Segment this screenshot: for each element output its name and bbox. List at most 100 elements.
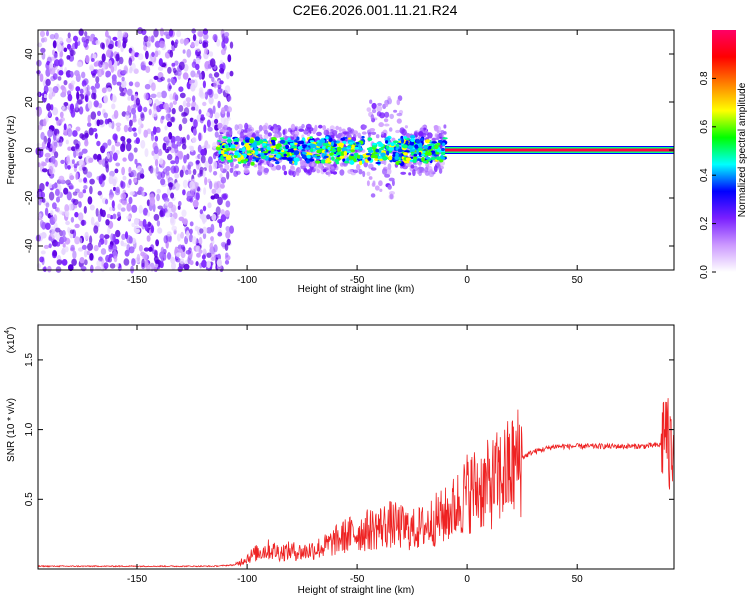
heat-cell (206, 214, 211, 220)
heat-cell (140, 64, 147, 71)
heat-cell (147, 36, 152, 42)
heat-cell (330, 129, 334, 133)
heat-cell (224, 243, 229, 251)
heat-cell (85, 55, 90, 64)
heat-cell (176, 233, 181, 242)
heat-cell (145, 66, 151, 73)
heat-cell (95, 208, 99, 217)
heat-cell (226, 71, 230, 80)
heat-cell (41, 197, 46, 203)
heat-cell (226, 155, 232, 160)
heat-cell (45, 202, 50, 208)
heat-cell (64, 210, 70, 218)
heat-cell (316, 149, 322, 154)
heat-cell (37, 124, 43, 131)
heat-cell (370, 167, 377, 171)
heat-cell (148, 99, 153, 104)
heat-cell (161, 90, 167, 99)
heat-cell (167, 78, 171, 83)
heat-cell (45, 115, 49, 123)
heat-cell (137, 27, 144, 35)
heat-cell (73, 35, 78, 42)
heat-cell (431, 137, 437, 141)
snr-series-line (37, 398, 675, 568)
heat-cell (180, 251, 186, 259)
heat-cell (349, 160, 355, 165)
heat-cell (81, 71, 86, 79)
heat-cell (281, 164, 286, 171)
heat-cell (378, 143, 384, 147)
heat-cell (302, 152, 307, 155)
heat-cell (43, 244, 50, 249)
heat-cell (107, 226, 111, 235)
heat-cell (45, 68, 51, 77)
heat-cell (294, 157, 300, 162)
heat-cell (48, 243, 52, 249)
heat-cell (67, 32, 71, 39)
heat-cell (72, 191, 78, 196)
heat-cell (361, 135, 365, 139)
heat-cell (190, 41, 195, 48)
heat-cell (45, 157, 50, 163)
heat-cell (65, 220, 70, 226)
heat-cell (386, 168, 392, 175)
heat-cell (373, 155, 378, 159)
heat-cell (195, 57, 201, 65)
heat-cell (218, 150, 222, 155)
heat-cell (214, 112, 220, 119)
heat-cell (46, 141, 51, 149)
heat-cell (122, 175, 127, 181)
heat-cell (38, 213, 42, 219)
heat-cell (246, 162, 251, 167)
heat-cell (43, 85, 49, 94)
heat-cell (221, 33, 225, 42)
heat-cell (105, 219, 110, 226)
heat-cell (133, 217, 140, 226)
heat-cell (87, 242, 93, 251)
heat-cell (224, 31, 230, 38)
heat-cell (202, 248, 207, 254)
heat-cell (178, 61, 185, 71)
heat-cell (112, 152, 118, 161)
heat-cell (176, 252, 181, 257)
heat-cell (134, 158, 138, 165)
heat-cell (56, 259, 63, 266)
heat-cell (226, 171, 230, 180)
heat-cell (222, 154, 228, 157)
heat-cell (217, 231, 223, 237)
heat-cell (137, 165, 142, 172)
heat-cell (107, 139, 112, 146)
heat-cell (54, 59, 60, 67)
heat-cell (181, 143, 187, 150)
heat-cell (143, 45, 147, 51)
heat-cell (237, 123, 243, 130)
heat-cell (202, 28, 209, 35)
x-tick-label: 0 (464, 275, 470, 286)
heat-cell (115, 122, 122, 127)
heat-cell (73, 163, 78, 169)
heat-cell (396, 112, 403, 117)
heat-cell (388, 193, 395, 200)
heat-cell (126, 88, 133, 97)
heat-cell (171, 62, 176, 67)
heat-cell (175, 39, 179, 45)
heat-cell (63, 187, 69, 195)
heat-cell (53, 53, 58, 59)
heat-cell (71, 159, 75, 165)
heat-cell (112, 176, 118, 184)
heat-cell (114, 168, 119, 174)
heat-cell (413, 165, 418, 172)
heat-cell (337, 132, 342, 139)
heat-cell (93, 225, 99, 234)
heat-cell (102, 174, 107, 181)
heat-cell (434, 133, 438, 139)
heat-cell (400, 138, 405, 144)
heat-cell (212, 152, 217, 160)
heat-cell (93, 61, 99, 67)
heat-cell (117, 211, 121, 218)
heat-cell (71, 146, 76, 152)
heat-cell (88, 37, 94, 42)
heat-cell (138, 244, 143, 252)
heat-cell (83, 177, 88, 184)
heat-cell (184, 169, 189, 175)
